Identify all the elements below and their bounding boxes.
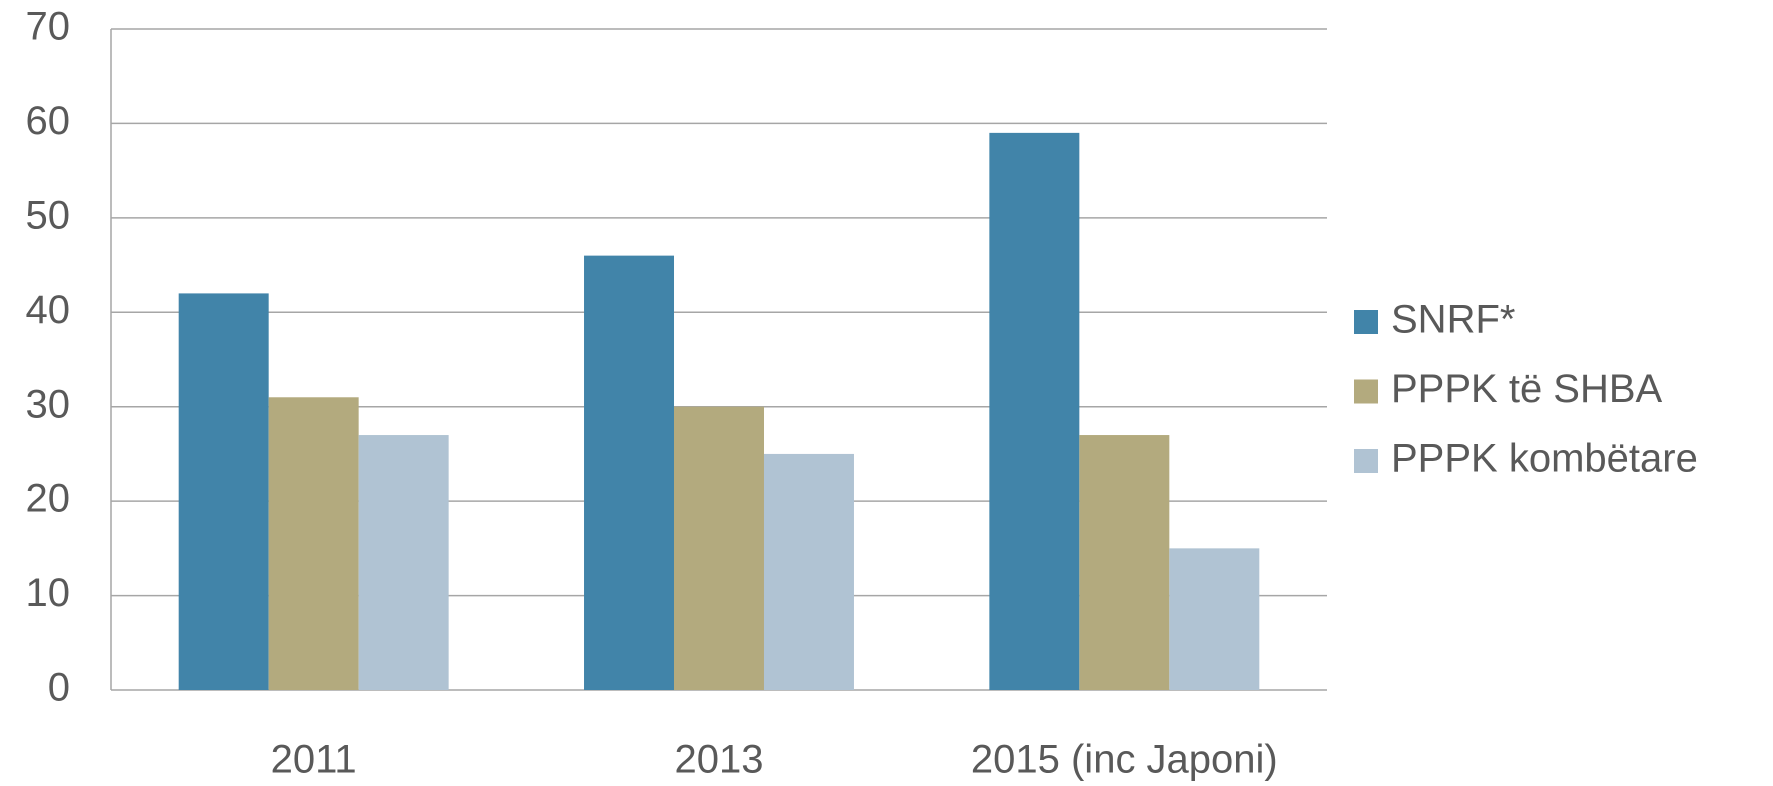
legend-label: PPPK kombëtare	[1391, 437, 1698, 481]
y-tick-label: 50	[26, 193, 71, 237]
bar	[674, 406, 764, 690]
bar	[584, 255, 675, 690]
x-tick-label: 2013	[675, 738, 764, 782]
y-tick-label: 20	[26, 477, 71, 521]
y-tick-label: 10	[26, 571, 71, 615]
legend-swatch	[1354, 449, 1378, 473]
bar	[763, 453, 854, 690]
y-tick-label: 60	[26, 99, 71, 143]
bar	[989, 132, 1080, 690]
bar	[358, 435, 449, 690]
x-tick-label: 2015 (inc Japoni)	[971, 738, 1278, 782]
y-tick-label: 70	[26, 5, 71, 49]
legend-label: SNRF*	[1391, 298, 1515, 342]
legend-label: PPPK të SHBA	[1391, 367, 1663, 411]
bar	[268, 397, 359, 690]
y-tick-label: 40	[26, 288, 71, 332]
bar	[178, 293, 269, 690]
bar	[1079, 435, 1170, 690]
y-tick-label: 0	[48, 666, 70, 710]
bar	[1169, 548, 1260, 690]
legend-swatch	[1354, 379, 1378, 404]
legend-swatch	[1354, 310, 1378, 334]
y-tick-label: 30	[26, 382, 71, 426]
x-tick-label: 2011	[271, 738, 357, 782]
